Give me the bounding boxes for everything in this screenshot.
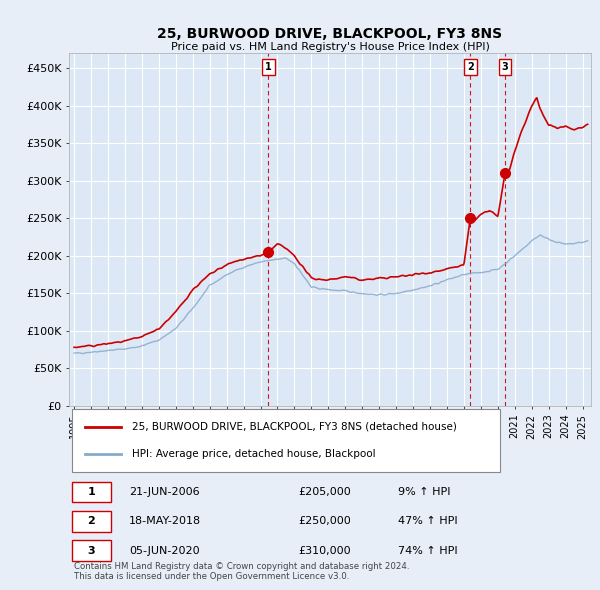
Text: 1: 1 <box>88 487 95 497</box>
Text: 2: 2 <box>88 516 95 526</box>
Text: 3: 3 <box>502 62 508 72</box>
Text: 05-JUN-2020: 05-JUN-2020 <box>129 546 200 556</box>
Text: 2: 2 <box>467 62 474 72</box>
Text: £205,000: £205,000 <box>299 487 352 497</box>
Text: £310,000: £310,000 <box>299 546 352 556</box>
Text: Contains HM Land Registry data © Crown copyright and database right 2024.: Contains HM Land Registry data © Crown c… <box>74 562 410 571</box>
FancyBboxPatch shape <box>71 482 111 503</box>
Text: 25, BURWOOD DRIVE, BLACKPOOL, FY3 8NS (detached house): 25, BURWOOD DRIVE, BLACKPOOL, FY3 8NS (d… <box>131 422 457 432</box>
Text: Price paid vs. HM Land Registry's House Price Index (HPI): Price paid vs. HM Land Registry's House … <box>170 42 490 53</box>
Text: £250,000: £250,000 <box>299 516 352 526</box>
Text: 9% ↑ HPI: 9% ↑ HPI <box>398 487 451 497</box>
Text: 3: 3 <box>88 546 95 556</box>
FancyBboxPatch shape <box>71 511 111 532</box>
Text: 21-JUN-2006: 21-JUN-2006 <box>129 487 200 497</box>
FancyBboxPatch shape <box>71 540 111 561</box>
Text: HPI: Average price, detached house, Blackpool: HPI: Average price, detached house, Blac… <box>131 449 375 459</box>
Text: This data is licensed under the Open Government Licence v3.0.: This data is licensed under the Open Gov… <box>74 572 350 581</box>
Text: 74% ↑ HPI: 74% ↑ HPI <box>398 546 457 556</box>
Text: 47% ↑ HPI: 47% ↑ HPI <box>398 516 457 526</box>
Text: 25, BURWOOD DRIVE, BLACKPOOL, FY3 8NS: 25, BURWOOD DRIVE, BLACKPOOL, FY3 8NS <box>157 27 503 41</box>
FancyBboxPatch shape <box>71 409 500 473</box>
Text: 18-MAY-2018: 18-MAY-2018 <box>129 516 201 526</box>
Text: 1: 1 <box>265 62 272 72</box>
